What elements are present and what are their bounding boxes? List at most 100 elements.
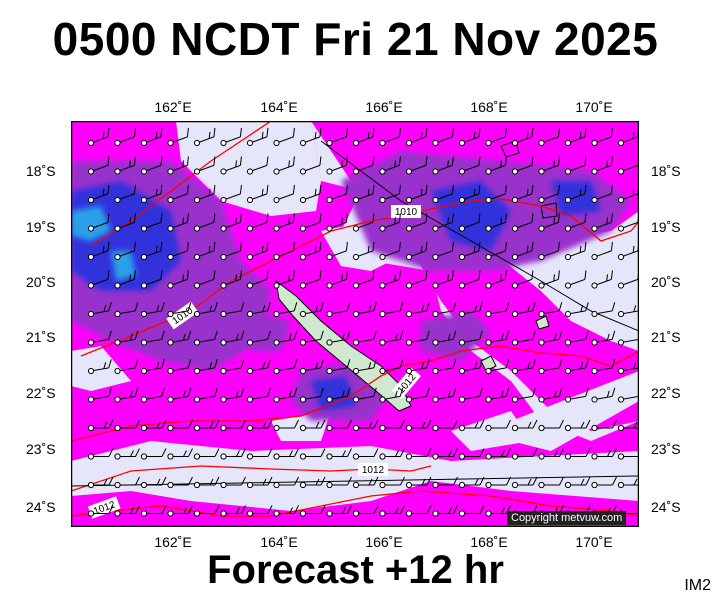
wind-barb [87, 448, 114, 460]
wind-barb [511, 127, 534, 147]
wind-barb [114, 387, 139, 403]
wind-barb [140, 387, 165, 403]
wind-barb [246, 387, 271, 403]
wind-barb [220, 302, 245, 318]
wind-barb [379, 476, 405, 489]
wind-barb [246, 213, 269, 232]
wind-barb [299, 270, 322, 289]
wind-barb [326, 330, 351, 346]
wind-barb [114, 270, 136, 289]
wind-barb [405, 359, 430, 375]
wind-barb [299, 448, 326, 460]
wind-barb [220, 270, 242, 289]
wind-barb [193, 184, 216, 204]
isobar-line [71, 465, 432, 492]
wind-barb [140, 213, 163, 232]
wind-barb [246, 476, 273, 489]
wind-barb [617, 302, 639, 318]
forecast-label: Forecast +12 hr [207, 548, 504, 592]
wind-barb [273, 156, 295, 175]
wind-barb [511, 448, 538, 460]
wind-barb [220, 156, 242, 175]
isobar-line [71, 490, 639, 517]
wind-barb [167, 270, 189, 289]
wind-barb [167, 505, 193, 517]
wind-barb [246, 302, 271, 318]
wind-barb [193, 213, 216, 232]
wind-barb [405, 330, 430, 346]
wind-barb [352, 270, 375, 289]
wind-barb [273, 127, 295, 147]
wind-barb [220, 127, 242, 147]
wind-barb [193, 241, 216, 261]
wind-barb [458, 184, 481, 204]
wind-barb [485, 419, 511, 432]
wind-barb [220, 359, 245, 375]
wind-barb [379, 241, 401, 261]
wind-barb [140, 270, 163, 289]
wind-barb [220, 213, 242, 232]
wind-barb [352, 184, 375, 204]
wind-barb [405, 241, 428, 261]
wind-barb [220, 387, 245, 403]
wind-barb [432, 156, 454, 175]
wind-barb [405, 184, 428, 204]
wind-barb [379, 387, 404, 403]
wind-barb [246, 448, 273, 460]
wind-barb [167, 184, 189, 204]
wind-barb [273, 270, 295, 289]
wind-barb [458, 241, 481, 261]
wind-barb [485, 387, 510, 403]
lat-label-right: 18˚S [651, 163, 681, 179]
wind-barb [485, 184, 507, 204]
wind-barb [193, 387, 218, 403]
wind-barb [273, 184, 295, 204]
loyalty-island [535, 315, 550, 330]
wind-barb [299, 127, 322, 147]
isobar-label: 1010 [395, 207, 418, 218]
wind-barb [538, 476, 564, 489]
wind-barb [114, 330, 139, 346]
wind-barb [432, 127, 454, 147]
wind-barb [538, 330, 563, 346]
wind-barb [193, 419, 220, 432]
wind-barb [538, 213, 560, 232]
wind-barb [326, 213, 348, 232]
wind-barb [220, 241, 242, 261]
wind-barb [140, 330, 165, 346]
wind-barb [458, 213, 481, 232]
wind-barb [538, 419, 564, 432]
wind-barb [591, 184, 613, 204]
wind-barb [299, 156, 322, 175]
wind-barb [432, 419, 458, 432]
lat-label-left: 23˚S [26, 441, 56, 457]
lat-label-left: 21˚S [26, 329, 56, 345]
wind-barb [326, 448, 352, 460]
wind-barb [326, 241, 348, 261]
wind-barb [167, 476, 193, 489]
wind-barb [458, 359, 483, 375]
wind-barb [220, 505, 246, 517]
lat-label-right: 21˚S [651, 329, 681, 345]
wind-barb [485, 241, 507, 261]
image-id-label: IM2 [684, 577, 711, 594]
wind-barb [432, 270, 454, 289]
wind-barb [326, 270, 348, 289]
wind-barb [379, 213, 401, 232]
wind-barb [485, 156, 507, 175]
isobar-label-box [391, 205, 421, 218]
wind-barb [220, 184, 242, 204]
wind-barb [458, 127, 481, 147]
wind-barb [193, 359, 218, 375]
wind-barb [617, 184, 639, 204]
wind-barb [617, 330, 639, 346]
wind-barb [511, 387, 536, 403]
wind-barb [617, 213, 639, 232]
wind-barb [432, 241, 454, 261]
wind-barb [432, 387, 457, 403]
wind-barb [352, 330, 377, 346]
wind-barb [140, 359, 165, 375]
wind-barb [564, 419, 591, 432]
lat-label-left: 22˚S [26, 385, 56, 401]
wind-barb [405, 476, 432, 489]
